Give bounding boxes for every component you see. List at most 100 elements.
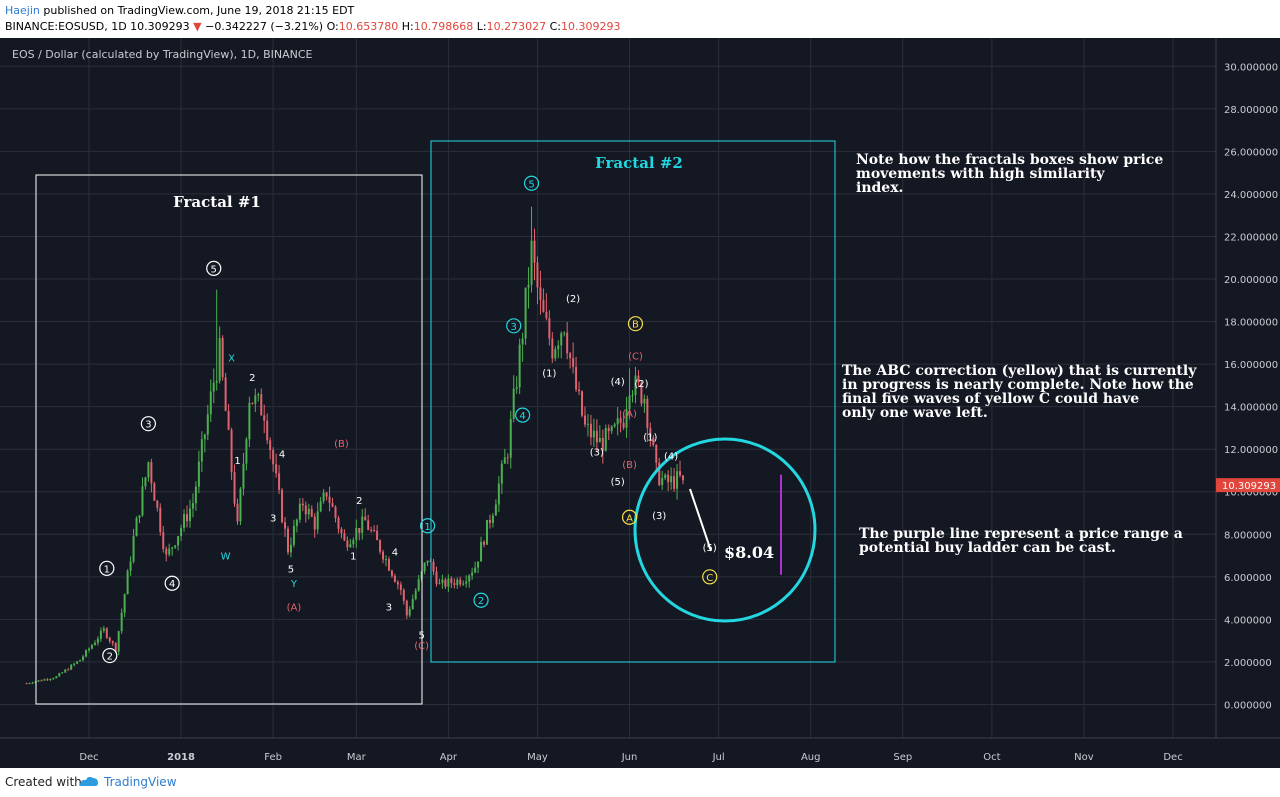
candle-body (197, 461, 200, 487)
price-chart[interactable]: EOS / Dollar (calculated by TradingView)… (0, 38, 1280, 768)
candle-body (275, 464, 278, 474)
ohlc-line: BINANCE:EOSUSD, 1D 10.309293 ▼ −0.342227… (5, 20, 620, 33)
candle-body (180, 527, 183, 537)
candle-body (417, 579, 420, 591)
note-fractal-similarity: Note how the fractals boxes show price mo… (856, 152, 1163, 196)
candle-body (385, 559, 387, 561)
y-tick-label: 24.000000 (1224, 190, 1278, 201)
candle-body (661, 478, 664, 486)
candle-body (658, 462, 661, 486)
projection-line[interactable] (689, 488, 712, 552)
candle-body (512, 388, 515, 419)
candle-body (533, 240, 536, 263)
candle-body (123, 594, 126, 613)
candle-body (664, 474, 667, 479)
candle-body (224, 377, 227, 411)
fractal-1-label: Fractal #1 (173, 193, 261, 211)
candle-body (266, 420, 269, 441)
candle-body (396, 581, 399, 585)
candle-body (569, 353, 572, 359)
y-tick-label: 28.000000 (1224, 105, 1278, 116)
candle-body (613, 424, 616, 427)
publish-header: Haejin published on TradingView.com, Jun… (0, 0, 1280, 38)
candle-body (346, 540, 349, 548)
candle-body (462, 583, 465, 585)
tradingview-link[interactable]: TradingView (104, 775, 177, 789)
candle-body (245, 439, 248, 464)
candle-body (153, 483, 156, 501)
price-change: −0.342227 (−3.21%) (205, 20, 324, 33)
candle-body (652, 437, 655, 445)
candle-body (411, 599, 414, 610)
candle-body (114, 643, 117, 652)
candle-body (278, 473, 281, 490)
candle-body (382, 551, 385, 560)
candle-body (488, 519, 491, 523)
wave-label: (1) (643, 432, 657, 443)
wave-circle (523, 175, 540, 191)
symbol-label: BINANCE:EOSUSD, 1D (5, 20, 127, 33)
price-axis[interactable]: 30.000000 28.000000 26.000000 24.000000 22.0… (1224, 62, 1278, 711)
wave-label: 1 (424, 522, 430, 533)
fractal-2-box[interactable] (430, 140, 836, 663)
wave-label: (5) (611, 477, 625, 488)
candle-body (500, 463, 503, 484)
y-tick-label: 20.000000 (1224, 275, 1278, 286)
candle-body (90, 645, 93, 649)
candle-body (477, 561, 480, 568)
wave-label: 5 (288, 564, 294, 575)
candle-body (236, 503, 239, 522)
candle-body (322, 492, 325, 502)
candle-body (85, 650, 88, 657)
candle-body (524, 287, 527, 339)
candle-body (471, 572, 474, 576)
candle-body (206, 414, 209, 435)
publish-line: Haejin published on TradingView.com, Jun… (5, 4, 354, 17)
note-abc-correction: The ABC correction (yellow) that is curr… (842, 363, 1197, 421)
wave-label: 2 (249, 373, 255, 384)
tradingview-logo-icon[interactable] (78, 774, 100, 788)
note-purple-line: The purple line represent a price range … (859, 526, 1183, 556)
last-price-tag-box (1216, 478, 1280, 493)
candle-body (171, 547, 174, 549)
chart-area[interactable]: EOS / Dollar (calculated by TradingView)… (0, 38, 1280, 768)
candle-body (379, 540, 382, 552)
y-tick-label: 12.000000 (1224, 445, 1278, 456)
candle-body (144, 477, 147, 487)
note-line: in progress is nearly complete. Note how… (842, 377, 1194, 393)
candle-body (159, 507, 162, 533)
candle-body (343, 533, 346, 541)
y-tick-label: 14.000000 (1224, 403, 1278, 414)
wave-circle (102, 647, 118, 664)
x-tick-label: 2018 (167, 752, 195, 763)
note-line: final five waves of yellow C could have (842, 391, 1139, 407)
candle-body (209, 391, 212, 415)
target-circle[interactable] (633, 437, 817, 623)
candle-body (349, 544, 352, 548)
footer: Created with TradingView (0, 768, 1280, 797)
candle-body (28, 683, 31, 685)
time-axis[interactable]: Dec 2018 Feb Mar Apr May Jun Jul Aug Sep Oct Nov Dec (79, 752, 1182, 763)
wave-circle (506, 318, 522, 334)
candle-body (319, 501, 322, 512)
candle-body (260, 394, 263, 416)
candle-body (254, 395, 257, 404)
candle-body (174, 545, 177, 548)
candle-body (634, 375, 637, 396)
candle-body (257, 394, 260, 396)
fractal-1-box[interactable] (35, 174, 423, 705)
fractal-2-label: Fractal #2 (595, 154, 683, 172)
x-tick-label: May (527, 752, 548, 763)
candle-body (494, 504, 497, 516)
chart-title: EOS / Dollar (calculated by TradingView)… (12, 48, 313, 61)
candle-body (619, 418, 622, 423)
candle-body (105, 628, 108, 638)
candle-body (328, 496, 331, 504)
candle-body (67, 669, 70, 671)
candle-body (465, 581, 468, 584)
candle-body (46, 679, 49, 681)
author-link[interactable]: Haejin (5, 4, 40, 17)
note-line: movements with high similarity (856, 166, 1105, 182)
note-line: Note how the fractals boxes show price (856, 152, 1163, 168)
high-value: 10.798668 (413, 20, 474, 33)
